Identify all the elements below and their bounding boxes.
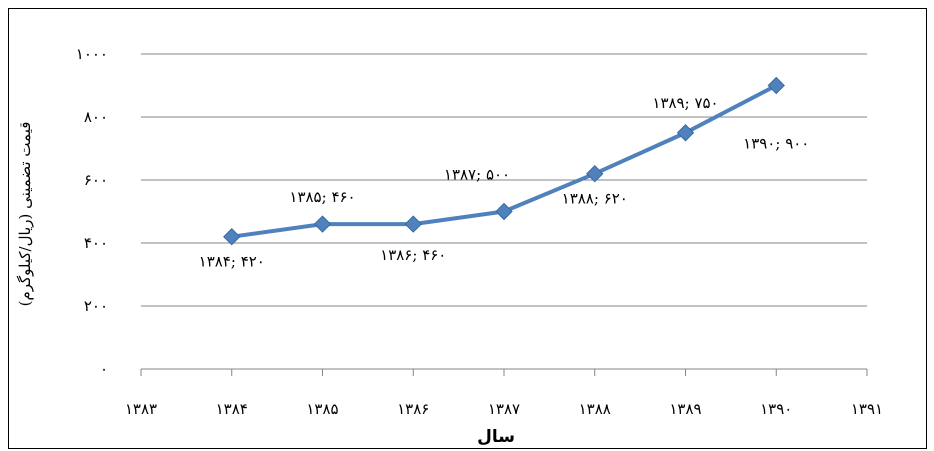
y-tick-label: ۴۰۰ (84, 234, 108, 252)
data-label: ۱۳۸۷; ۵۰۰ (444, 166, 510, 184)
x-tick-label: ۱۳۸۴ (216, 400, 248, 418)
y-tick-label: ۲۰۰ (84, 297, 108, 315)
data-label: ۱۳۸۶; ۴۶۰ (380, 246, 446, 264)
x-tick-label: ۱۳۸۳ (125, 400, 157, 418)
data-point-marker (586, 164, 604, 183)
y-tick-label: ۱۰۰۰ (76, 45, 108, 63)
x-axis-title: سال (477, 427, 515, 447)
data-label: ۱۳۸۸; ۶۲۰ (562, 190, 628, 208)
x-tick-label: ۱۳۸۷ (488, 400, 520, 418)
data-point-marker (313, 215, 332, 233)
data-point-marker (223, 227, 241, 246)
series-line (223, 76, 785, 246)
x-tick-label: ۱۳۸۹ (669, 400, 701, 418)
x-tick-label: ۱۳۸۶ (397, 400, 429, 418)
data-labels: ۱۳۸۴; ۴۲۰ ۱۳۸۵; ۴۶۰ ۱۳۸۶; ۴۶۰ ۱۳۸۷; ۵۰۰ ۱۳۸۸… (199, 94, 810, 271)
y-axis-title: قیمت تضمینی (ریال/کیلوگرم) (16, 122, 34, 307)
x-tick-label: ۱۳۹۱ (851, 400, 883, 418)
x-tick-label: ۱۳۸۵ (306, 400, 338, 418)
x-tick-label: ۱۳۹۰ (760, 400, 792, 418)
y-tick-label: ۶۰۰ (84, 171, 108, 189)
y-tick-label: ۰ (100, 360, 108, 378)
x-tick-label: ۱۳۸۸ (579, 400, 611, 418)
data-label: ۱۳۸۴; ۴۲۰ (199, 253, 265, 271)
y-tick-label: ۸۰۰ (84, 108, 108, 126)
data-point-marker (767, 76, 785, 95)
data-point-marker (404, 215, 422, 233)
data-label: ۱۳۸۹; ۷۵۰ (652, 94, 718, 112)
data-label: ۱۳۹۰; ۹۰۰ (743, 135, 809, 153)
axes: ۰ ۲۰۰ ۴۰۰ ۶۰۰ ۸۰۰ ۱۰۰۰ ۱۳۸۳ ۱۳۸۴ ۱۳۸۵ ۱۳۸۶ ۱۳۸۷ ۱۳۸… (76, 45, 883, 418)
data-label: ۱۳۸۵; ۴۶۰ (289, 188, 355, 206)
data-point-marker (495, 202, 513, 221)
data-point-marker (676, 124, 695, 142)
chart-border (8, 8, 927, 449)
gridlines (141, 53, 867, 307)
